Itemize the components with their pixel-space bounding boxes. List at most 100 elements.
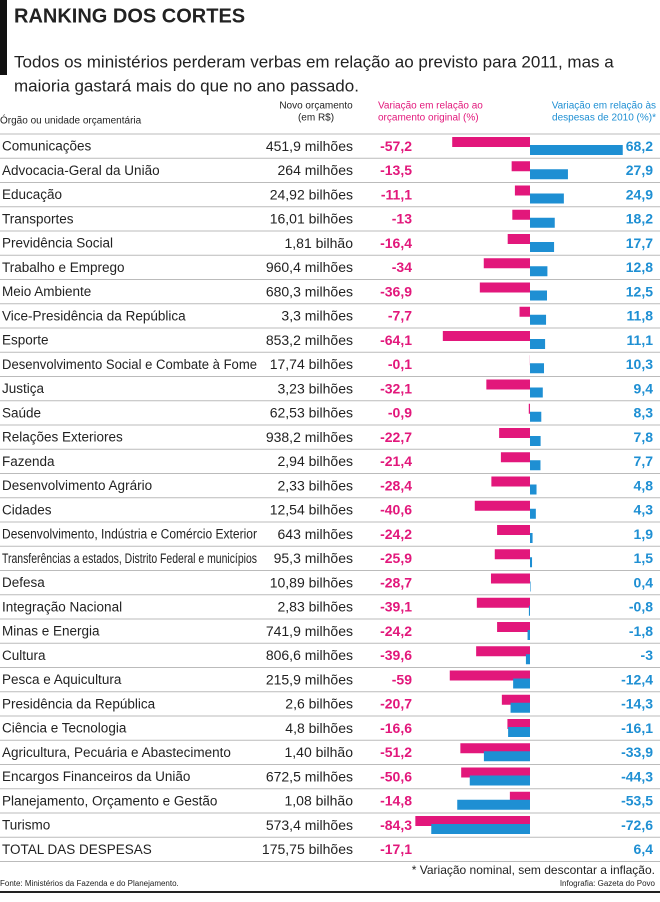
bar-series-1 <box>480 283 530 293</box>
category-label: Trabalho e Emprego <box>2 260 125 275</box>
bar-series-2 <box>530 363 544 373</box>
budget-value: 17,74 bilhões <box>270 356 353 372</box>
title: RANKING DOS CORTES <box>14 5 245 27</box>
budget-value: 3,3 milhões <box>281 308 353 324</box>
total-budget: 175,75 bilhões <box>262 841 353 857</box>
value-label-series-2: 12,5 <box>626 283 653 299</box>
category-label: Meio Ambiente <box>2 284 91 299</box>
bar-series-2 <box>530 582 531 592</box>
category-label: Cidades <box>2 502 52 517</box>
category-label: Fazenda <box>2 454 55 469</box>
value-label-series-1: -40,6 <box>380 502 412 518</box>
value-label-series-2: 9,4 <box>634 380 654 396</box>
category-label: Minas e Energia <box>2 624 100 639</box>
bar-series-2 <box>530 412 541 422</box>
category-label: Esporte <box>2 333 49 348</box>
budget-value: 62,53 bilhões <box>270 405 353 421</box>
value-label-series-2: -72,6 <box>621 817 653 833</box>
value-label-series-1: -16,6 <box>380 720 412 736</box>
value-label-series-2: -12,4 <box>621 671 653 687</box>
value-label-series-1: -0,1 <box>388 356 412 372</box>
bar-series-1 <box>475 501 530 511</box>
bar-series-2 <box>530 485 537 495</box>
budget-value: 451,9 milhões <box>266 138 353 154</box>
bar-series-2 <box>513 679 530 689</box>
bar-series-2 <box>530 388 543 398</box>
value-label-series-1: -28,4 <box>380 477 412 493</box>
category-label: Previdência Social <box>2 236 113 251</box>
budget-header: Novo orçamento <box>279 101 353 112</box>
category-label: Desenvolvimento, Indústria e Comércio Ex… <box>2 527 257 542</box>
value-label-series-1: -24,2 <box>380 623 412 639</box>
budget-value: 573,4 milhões <box>266 817 353 833</box>
bar-series-1 <box>486 380 530 390</box>
budget-value: 938,2 milhões <box>266 429 353 445</box>
bar-series-2 <box>530 339 545 349</box>
value-label-series-1: -28,7 <box>380 574 412 590</box>
bar-series-2 <box>530 242 554 252</box>
bar-series-2 <box>508 727 530 737</box>
budget-value: 4,8 bilhões <box>285 720 353 736</box>
bar-series-2 <box>530 315 546 325</box>
value-label-series-2: 27,9 <box>626 162 653 178</box>
source: Fonte: Ministérios da Fazenda e do Plane… <box>0 879 179 888</box>
budget-value: 680,3 milhões <box>266 283 353 299</box>
value-label-series-2: 11,8 <box>627 308 654 324</box>
value-label-series-1: -32,1 <box>380 380 412 396</box>
category-label: Presidência da República <box>2 696 156 711</box>
budget-value: 10,89 bilhões <box>270 574 353 590</box>
bar-series-1 <box>508 234 530 244</box>
bar-series-2 <box>470 776 530 786</box>
value-label-series-1: -13,5 <box>380 162 412 178</box>
value-label-series-2: -33,9 <box>621 744 653 760</box>
budget-value: 2,33 bilhões <box>277 477 353 493</box>
budget-value: 1,81 bilhão <box>284 235 353 251</box>
value-label-series-1: -22,7 <box>380 429 412 445</box>
bar-series-2 <box>530 266 547 276</box>
value-label-series-2: -16,1 <box>621 720 653 736</box>
budget-value: 16,01 bilhões <box>270 211 353 227</box>
subtitle-line: maioria gastará mais do que no ano passa… <box>14 76 359 95</box>
value-label-series-2: 4,8 <box>634 477 654 493</box>
budget-value: 2,94 bilhões <box>277 453 353 469</box>
value-label-series-2: 12,8 <box>626 259 653 275</box>
budget-value: 853,2 milhões <box>266 332 353 348</box>
bar-series-2 <box>528 630 530 640</box>
bar-series-1 <box>529 404 530 414</box>
legend-series-1: Variação em relação ao <box>378 101 483 112</box>
value-label-series-2: -14,3 <box>621 696 653 712</box>
value-label-series-2: -53,5 <box>621 793 653 809</box>
bar-series-1 <box>512 161 530 171</box>
category-label: Ciência e Tecnologia <box>2 721 127 736</box>
value-label-series-1: -7,7 <box>388 308 412 324</box>
category-label: Saúde <box>2 405 41 420</box>
bar-series-1 <box>452 137 530 147</box>
value-label-series-2: 11,1 <box>627 332 654 348</box>
bar-series-2 <box>530 169 568 179</box>
bar-series-2 <box>457 800 530 810</box>
category-label: Encargos Financeiros da União <box>2 769 190 784</box>
value-label-series-1: -51,2 <box>380 744 412 760</box>
value-label-series-2: -1,8 <box>629 623 653 639</box>
category-label: Turismo <box>2 818 50 833</box>
budget-value: 741,9 milhões <box>266 623 353 639</box>
bar-series-1 <box>484 258 530 268</box>
bar-series-1 <box>495 549 530 559</box>
bar-series-1 <box>515 186 530 196</box>
budget-value: 643 milhões <box>278 526 354 542</box>
bar-series-2 <box>529 606 530 616</box>
value-label-series-2: 1,9 <box>634 526 654 542</box>
bar-series-1 <box>520 307 530 317</box>
bar-series-2 <box>530 194 564 204</box>
budget-value: 24,92 bilhões <box>270 186 353 202</box>
category-label: Justiça <box>2 381 45 396</box>
total-change-2010: 6,4 <box>634 841 654 857</box>
bar-series-1 <box>491 574 530 584</box>
category-label: Vice-Presidência da República <box>2 308 186 323</box>
bar-series-1 <box>443 331 530 341</box>
value-label-series-2: 10,3 <box>626 356 653 372</box>
legend-series-2: despesas de 2010 (%)* <box>552 113 656 124</box>
title-accent <box>0 0 7 75</box>
value-label-series-1: -11,1 <box>381 186 412 202</box>
value-label-series-1: -20,7 <box>380 696 412 712</box>
